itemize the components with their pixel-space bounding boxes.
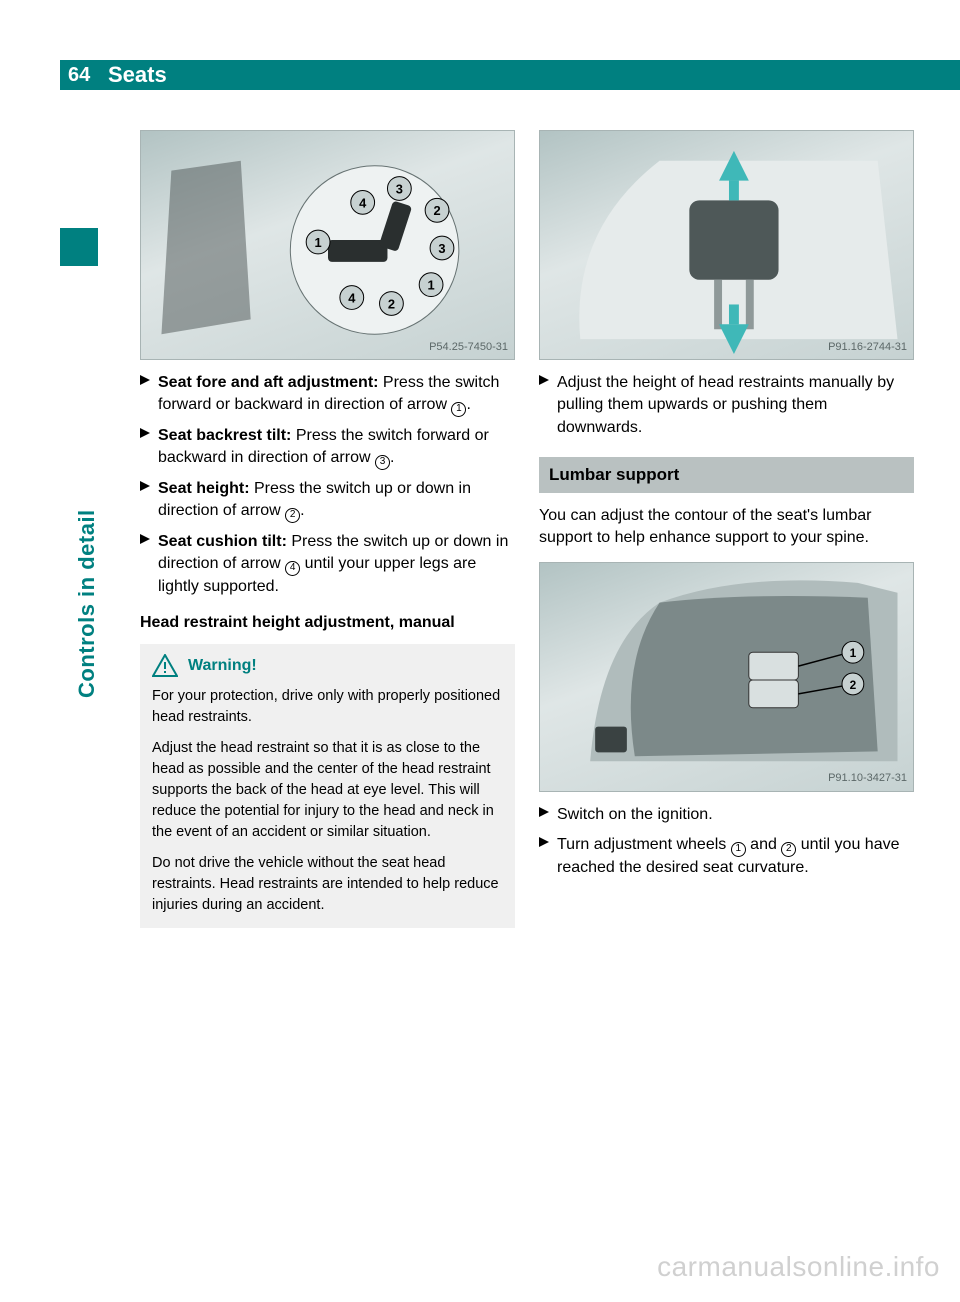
warning-p1: For your protection, drive only with pro… <box>152 686 503 728</box>
header-band: 64 Seats <box>60 60 960 90</box>
bullet-cushion-tilt: Seat cushion tilt: Press the switch up o… <box>140 531 515 598</box>
bullet-part: Turn adjustment wheels <box>557 836 731 853</box>
callout-ref: 2 <box>781 842 796 857</box>
triangle-bullet-icon <box>140 372 158 417</box>
svg-text:4: 4 <box>348 290 356 305</box>
svg-text:2: 2 <box>850 678 857 692</box>
triangle-bullet-icon <box>539 804 557 826</box>
svg-text:1: 1 <box>314 235 321 250</box>
bullet-text: Turn adjustment wheels 1 and 2 until you… <box>557 834 914 879</box>
lumbar-intro: You can adjust the contour of the seat's… <box>539 505 914 550</box>
callout-ref: 1 <box>451 402 466 417</box>
triangle-bullet-icon <box>140 478 158 523</box>
warning-p2: Adjust the head restraint so that it is … <box>152 738 503 843</box>
bullet-text: Seat height: Press the switch up or down… <box>158 478 515 523</box>
watermark: carmanualsonline.info <box>657 1247 940 1286</box>
right-column: P91.16-2744-31 Adjust the height of head… <box>539 130 914 928</box>
section-title: Seats <box>102 60 167 91</box>
svg-text:2: 2 <box>388 296 395 311</box>
bullet-text: Seat fore and aft adjustment: Press the … <box>158 372 515 417</box>
head-restraint-diagram <box>540 131 913 359</box>
triangle-bullet-icon <box>140 531 158 598</box>
triangle-bullet-icon <box>539 372 557 439</box>
svg-text:3: 3 <box>396 181 403 196</box>
page-number: 64 <box>60 61 102 89</box>
bullet-tail: . <box>390 449 394 466</box>
svg-text:3: 3 <box>438 241 445 256</box>
callout-ref: 2 <box>285 508 300 523</box>
bullet-turn-wheels: Turn adjustment wheels 1 and 2 until you… <box>539 834 914 879</box>
figure-seat-switch: 1 4 3 2 3 1 2 4 P54.25-7450-31 <box>140 130 515 360</box>
bullet-lead: Seat fore and aft adjustment: <box>158 374 378 391</box>
lumbar-diagram: 1 2 <box>540 563 913 791</box>
triangle-bullet-icon <box>140 425 158 470</box>
svg-text:1: 1 <box>428 278 435 293</box>
bullet-text: Seat backrest tilt: Press the switch for… <box>158 425 515 470</box>
figure-label: P91.16-2744-31 <box>828 340 907 355</box>
callout-ref: 4 <box>285 561 300 576</box>
warning-box: Warning! For your protection, drive only… <box>140 644 515 927</box>
bullet-switch-ignition: Switch on the ignition. <box>539 804 914 826</box>
bullet-part: and <box>746 836 782 853</box>
thumb-tab <box>60 228 98 266</box>
bullet-text: Switch on the ignition. <box>557 804 914 826</box>
svg-text:4: 4 <box>359 195 367 210</box>
content-area: 1 4 3 2 3 1 2 4 P54.25-7450-31 <box>140 130 920 928</box>
seat-switch-diagram: 1 4 3 2 3 1 2 4 <box>141 131 514 359</box>
bullet-backrest-tilt: Seat backrest tilt: Press the switch for… <box>140 425 515 470</box>
bullet-seat-height: Seat height: Press the switch up or down… <box>140 478 515 523</box>
warning-header: Warning! <box>152 654 503 677</box>
warning-triangle-icon <box>152 654 178 677</box>
figure-lumbar: 1 2 P91.10-3427-31 <box>539 562 914 792</box>
side-label: Controls in detail <box>72 509 103 698</box>
bullet-tail: . <box>466 396 470 413</box>
bullet-adjust-height: Adjust the height of head restraints man… <box>539 372 914 439</box>
bullet-lead: Seat cushion tilt: <box>158 533 287 550</box>
figure-label: P54.25-7450-31 <box>429 340 508 355</box>
figure-head-restraint: P91.16-2744-31 <box>539 130 914 360</box>
warning-label: Warning! <box>188 654 257 677</box>
left-column: 1 4 3 2 3 1 2 4 P54.25-7450-31 <box>140 130 515 928</box>
figure-label: P91.10-3427-31 <box>828 771 907 786</box>
section-bar-lumbar: Lumbar support <box>539 457 914 493</box>
callout-ref: 1 <box>731 842 746 857</box>
svg-text:2: 2 <box>433 203 440 218</box>
bullet-lead: Seat backrest tilt: <box>158 427 291 444</box>
bullet-seat-fore-aft: Seat fore and aft adjustment: Press the … <box>140 372 515 417</box>
svg-text:1: 1 <box>850 646 857 660</box>
bullet-text: Seat cushion tilt: Press the switch up o… <box>158 531 515 598</box>
sub-heading-head-restraint: Head restraint height adjustment, manual <box>140 612 515 634</box>
triangle-bullet-icon <box>539 834 557 879</box>
bullet-lead: Seat height: <box>158 480 250 497</box>
warning-p3: Do not drive the vehicle without the sea… <box>152 853 503 916</box>
bullet-tail: . <box>300 502 304 519</box>
callout-ref: 3 <box>375 455 390 470</box>
bullet-text: Adjust the height of head restraints man… <box>557 372 914 439</box>
